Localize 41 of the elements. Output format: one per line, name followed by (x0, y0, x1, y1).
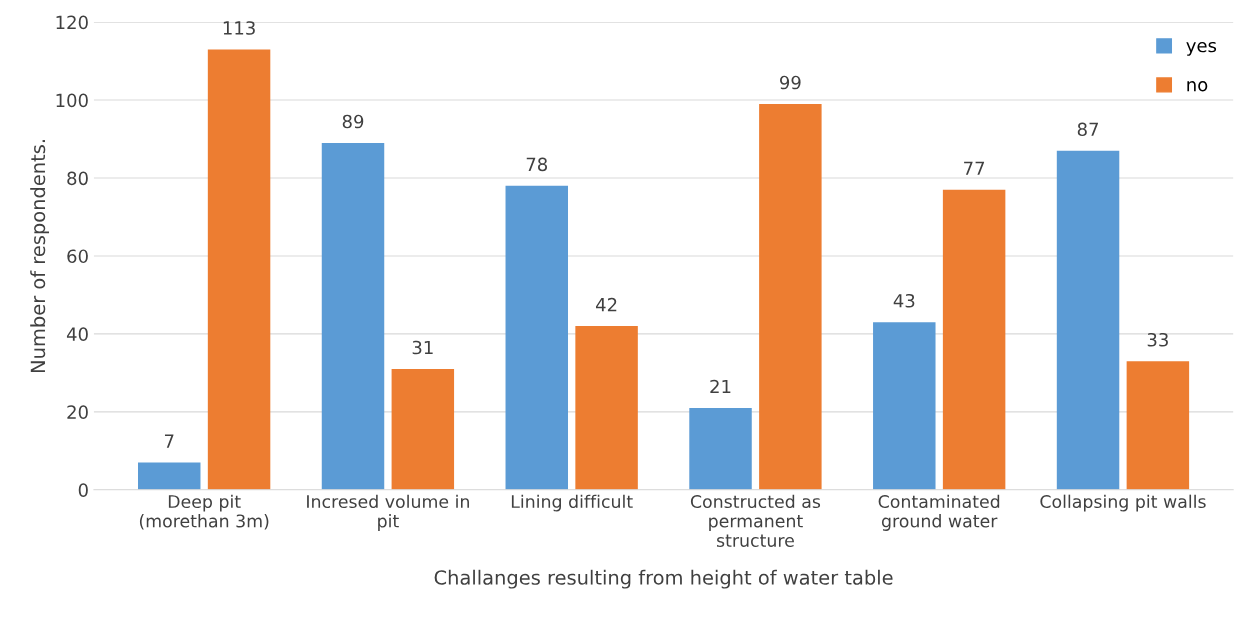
legend-label: yes (1186, 41, 1217, 56)
data-label: 7 (164, 434, 174, 448)
bar (689, 407, 752, 490)
data-label: 33 (1147, 332, 1168, 347)
data-label: 99 (780, 75, 801, 90)
x-tick-label: Collapsing pit walls (1040, 494, 1206, 512)
data-label: 89 (342, 114, 364, 129)
x-axis-title: Challanges resulting from height of water table (434, 569, 893, 589)
bar (575, 326, 638, 490)
bar (942, 189, 1006, 490)
y-tick-label: 0 (78, 483, 88, 497)
bar (391, 368, 455, 490)
data-label: 43 (893, 293, 915, 308)
x-tick-label: Deep pit (morethan 3m) (139, 494, 269, 530)
bar (321, 142, 385, 490)
data-label: 87 (1077, 122, 1098, 137)
y-tick-label: 120 (56, 15, 88, 30)
y-tick-label: 60 (67, 249, 88, 264)
bar (207, 49, 271, 490)
y-tick-label: 100 (56, 93, 88, 108)
bar (505, 185, 568, 490)
x-tick-label: Constructed as permanent structure (690, 494, 821, 547)
bar (759, 103, 822, 490)
data-label: 21 (710, 379, 731, 394)
bar (138, 462, 201, 490)
y-tick-label: 20 (67, 405, 88, 419)
data-label: 113 (223, 21, 255, 35)
data-label: 42 (595, 297, 617, 312)
y-tick-label: 80 (67, 171, 88, 186)
data-label: 78 (526, 157, 548, 172)
data-label: 77 (964, 161, 985, 175)
x-tick-label: Contaminated ground water (878, 494, 1000, 531)
x-tick-label: Lining difficult (511, 494, 633, 512)
bar (1126, 361, 1190, 490)
bar (873, 322, 936, 490)
bar (1056, 150, 1120, 490)
x-tick-label: Incresed volume in pit (307, 494, 469, 531)
data-label: 31 (412, 340, 433, 355)
y-tick-label: 40 (66, 327, 88, 342)
legend-label: no (1187, 81, 1208, 92)
y-axis-title: Number of respondents. (30, 140, 50, 373)
